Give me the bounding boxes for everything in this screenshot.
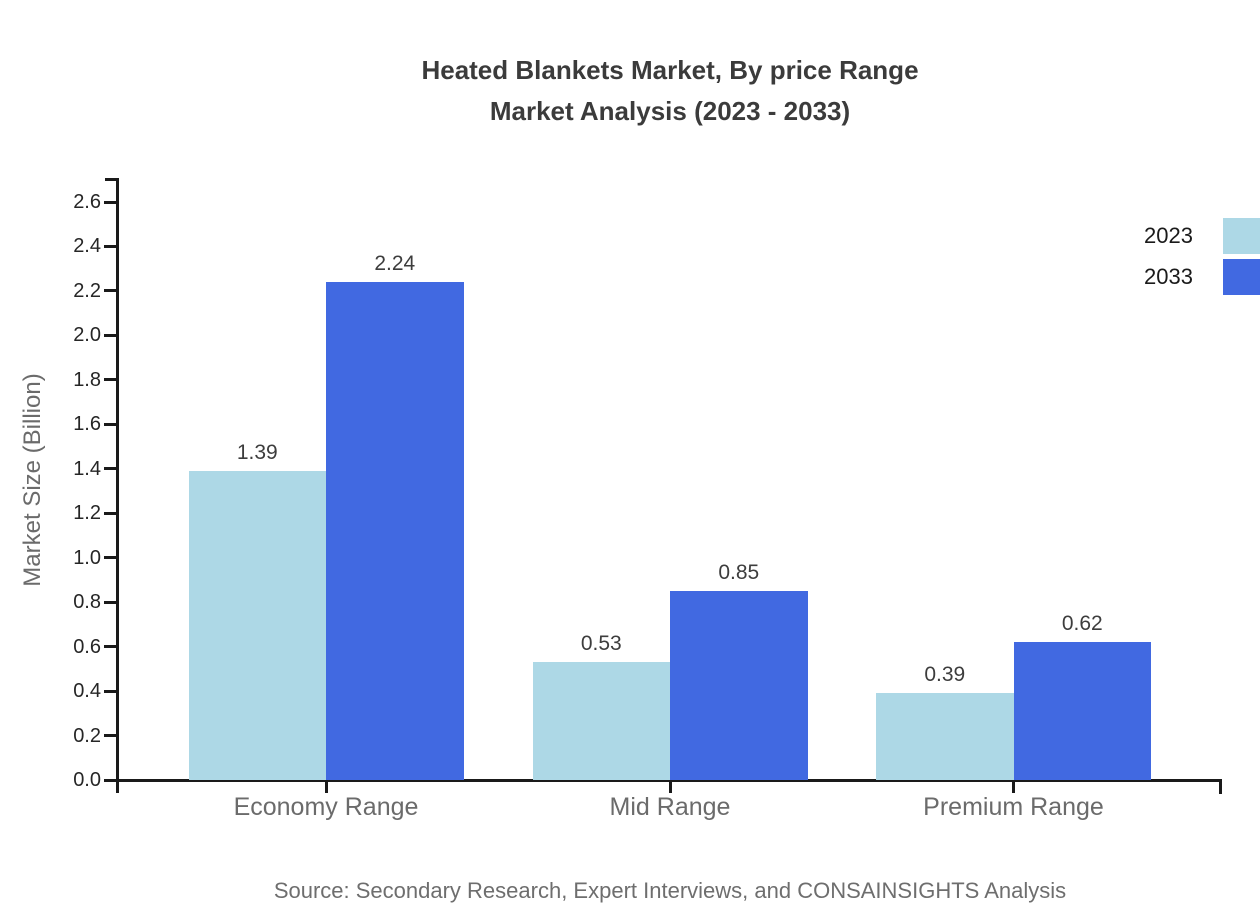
bar-2023-economy-range bbox=[188, 470, 326, 780]
x-tick bbox=[668, 780, 672, 793]
bar-2033-economy-range bbox=[326, 282, 464, 780]
y-tick bbox=[104, 600, 117, 604]
y-tick bbox=[104, 200, 117, 204]
bar-value-label: 0.62 bbox=[1061, 612, 1103, 636]
legend-label-2033: 2033 bbox=[1144, 264, 1193, 289]
y-axis-end-cap bbox=[105, 178, 119, 181]
legend-swatch-2023 bbox=[1223, 218, 1260, 254]
x-category-label-economy-range: Economy Range bbox=[233, 793, 419, 821]
y-tick-label: 1.0 bbox=[73, 546, 101, 569]
y-tick bbox=[104, 645, 117, 649]
x-axis-end-cap bbox=[1219, 779, 1222, 794]
y-tick-label: 2.6 bbox=[73, 191, 101, 213]
bar-2033-premium-range bbox=[1013, 642, 1151, 780]
bar-2023-mid-range bbox=[532, 662, 670, 780]
y-tick bbox=[104, 734, 117, 738]
x-axis-line bbox=[106, 779, 1222, 782]
y-tick-label: 2.0 bbox=[73, 324, 101, 347]
y-tick bbox=[104, 467, 117, 471]
y-tick-label: 0.8 bbox=[73, 591, 101, 614]
bar-2023-premium-range bbox=[876, 693, 1014, 780]
x-tick bbox=[1012, 780, 1015, 793]
y-tick-label: 0.0 bbox=[73, 769, 101, 791]
bar-value-label: 0.39 bbox=[924, 663, 966, 687]
chart-subtitle: Market Analysis (2023 - 2033) bbox=[489, 96, 851, 126]
y-tick bbox=[104, 333, 117, 337]
y-tick-label: 1.2 bbox=[73, 502, 101, 525]
y-tick-label: 1.4 bbox=[73, 457, 101, 480]
y-tick-label: 0.2 bbox=[73, 724, 101, 747]
y-tick-label: 2.4 bbox=[73, 235, 101, 258]
legend-label-2023: 2023 bbox=[1144, 223, 1193, 248]
legend-swatch-2033 bbox=[1223, 259, 1260, 295]
y-tick bbox=[104, 422, 117, 426]
y-tick-label: 0.4 bbox=[73, 680, 101, 703]
x-category-label-premium-range: Premium Range bbox=[923, 793, 1104, 821]
y-tick bbox=[104, 378, 117, 382]
y-tick bbox=[104, 778, 117, 782]
x-tick bbox=[324, 780, 328, 793]
bar-value-label: 1.39 bbox=[236, 440, 278, 464]
x-category-label-mid-range: Mid Range bbox=[609, 793, 731, 821]
y-tick-label: 1.8 bbox=[73, 368, 101, 391]
y-tick bbox=[104, 289, 117, 293]
y-tick-label: 2.2 bbox=[73, 279, 101, 302]
chart-title-block: Heated Blankets Market, By price Range M… bbox=[118, 50, 1222, 132]
y-axis-line bbox=[116, 178, 119, 793]
bar-2033-mid-range bbox=[670, 591, 808, 780]
source-note: Source: Secondary Research, Expert Inter… bbox=[273, 878, 1067, 903]
y-tick bbox=[104, 556, 117, 560]
y-tick-label: 1.6 bbox=[73, 413, 101, 436]
chart-title: Heated Blankets Market, By price Range bbox=[421, 55, 919, 85]
y-tick bbox=[104, 689, 117, 693]
y-tick bbox=[104, 244, 117, 248]
bar-value-label: 0.53 bbox=[580, 632, 622, 656]
bar-value-label: 0.85 bbox=[718, 561, 760, 585]
bar-value-label: 2.24 bbox=[374, 252, 416, 276]
y-tick-label: 0.6 bbox=[73, 635, 101, 658]
y-tick bbox=[104, 511, 117, 515]
